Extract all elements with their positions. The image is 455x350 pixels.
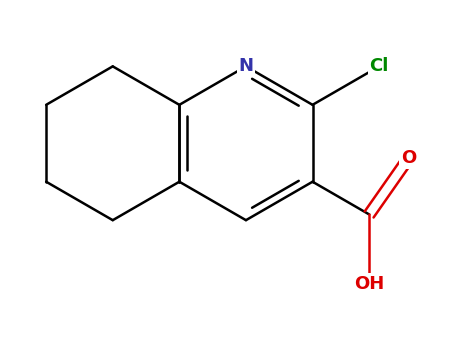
Text: O: O [401, 149, 416, 167]
Text: OH: OH [354, 275, 384, 293]
Text: N: N [238, 57, 253, 75]
Text: Cl: Cl [369, 57, 389, 75]
